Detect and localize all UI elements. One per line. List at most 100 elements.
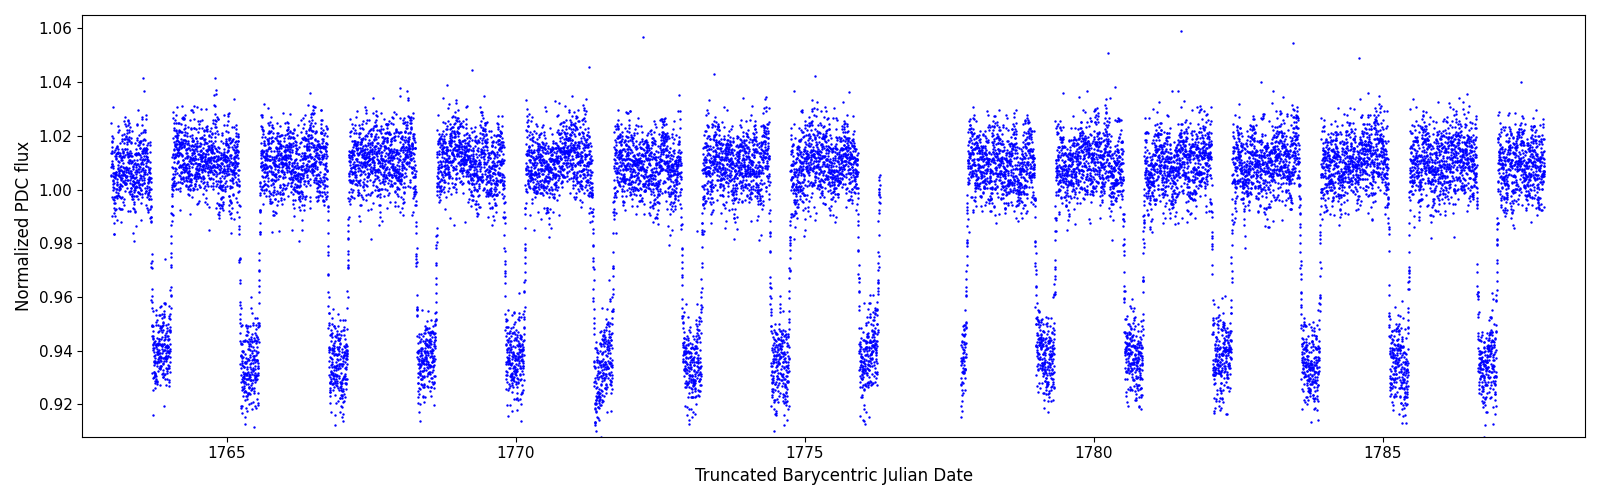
Point: [466, 192, 491, 200]
Point: [99, 194, 125, 202]
Point: [1280, 101, 1306, 109]
Point: [1238, 160, 1264, 168]
Point: [749, 205, 774, 213]
Point: [507, 370, 533, 378]
Point: [1261, 126, 1286, 134]
Point: [1438, 139, 1464, 147]
Point: [422, 336, 448, 344]
Point: [1040, 374, 1066, 382]
Point: [862, 357, 888, 365]
Point: [446, 142, 472, 150]
Point: [1392, 410, 1418, 418]
Point: [1224, 156, 1250, 164]
Point: [198, 153, 224, 161]
Point: [717, 206, 742, 214]
Point: [842, 146, 867, 154]
Point: [472, 118, 498, 126]
Point: [342, 180, 368, 188]
Point: [422, 309, 448, 317]
Point: [1451, 154, 1477, 162]
Point: [157, 364, 182, 372]
Point: [578, 146, 603, 154]
Point: [771, 411, 797, 419]
Point: [1074, 166, 1099, 173]
Point: [651, 139, 677, 147]
Point: [534, 162, 560, 170]
Point: [742, 192, 768, 200]
Point: [1096, 191, 1122, 199]
Point: [1336, 146, 1362, 154]
Point: [1464, 268, 1490, 276]
Point: [339, 188, 365, 196]
Point: [1403, 134, 1429, 141]
Point: [1218, 384, 1243, 392]
Point: [1040, 396, 1066, 404]
Point: [659, 190, 685, 198]
Point: [1069, 134, 1094, 142]
Point: [1045, 169, 1070, 177]
Point: [1122, 325, 1147, 333]
Point: [1213, 346, 1238, 354]
Point: [1222, 183, 1248, 191]
Point: [469, 148, 494, 156]
Point: [1382, 357, 1408, 365]
Point: [962, 166, 987, 173]
Point: [734, 144, 760, 152]
Point: [339, 120, 365, 128]
Point: [1299, 360, 1325, 368]
Point: [805, 180, 830, 188]
Point: [432, 135, 458, 143]
Point: [677, 364, 702, 372]
Point: [757, 280, 782, 287]
Point: [797, 138, 822, 146]
Point: [1483, 402, 1509, 410]
Point: [187, 117, 213, 125]
Point: [131, 145, 157, 153]
Point: [1419, 170, 1445, 178]
Point: [958, 172, 984, 179]
Point: [1403, 162, 1429, 170]
Point: [352, 132, 378, 140]
Point: [614, 155, 640, 163]
Point: [461, 182, 486, 190]
Point: [1389, 367, 1414, 375]
Point: [157, 335, 182, 343]
Point: [443, 151, 469, 159]
Point: [1221, 144, 1246, 152]
Point: [1456, 134, 1482, 141]
Point: [536, 168, 562, 175]
Point: [510, 376, 536, 384]
Point: [494, 316, 520, 324]
Point: [778, 236, 803, 244]
Point: [240, 355, 266, 363]
Point: [606, 166, 632, 174]
Point: [709, 170, 734, 178]
Point: [578, 178, 603, 186]
Point: [1421, 188, 1446, 196]
Point: [1021, 154, 1046, 162]
Point: [1149, 154, 1174, 162]
Point: [163, 127, 189, 135]
Point: [1488, 196, 1514, 204]
Point: [1130, 276, 1155, 284]
Point: [1189, 170, 1214, 177]
Point: [963, 144, 989, 152]
Point: [218, 230, 243, 237]
Point: [574, 130, 600, 138]
Point: [373, 164, 398, 172]
Point: [1515, 162, 1541, 170]
Point: [1096, 94, 1122, 102]
Point: [1109, 182, 1134, 190]
Point: [1410, 153, 1435, 161]
Point: [762, 380, 787, 388]
Point: [1389, 297, 1414, 305]
Point: [1294, 355, 1320, 363]
Point: [683, 332, 709, 340]
Point: [1078, 166, 1104, 173]
Point: [950, 355, 976, 363]
Point: [230, 348, 256, 356]
Point: [1525, 174, 1550, 182]
Point: [1013, 116, 1038, 124]
Point: [786, 146, 811, 154]
Point: [291, 154, 317, 162]
